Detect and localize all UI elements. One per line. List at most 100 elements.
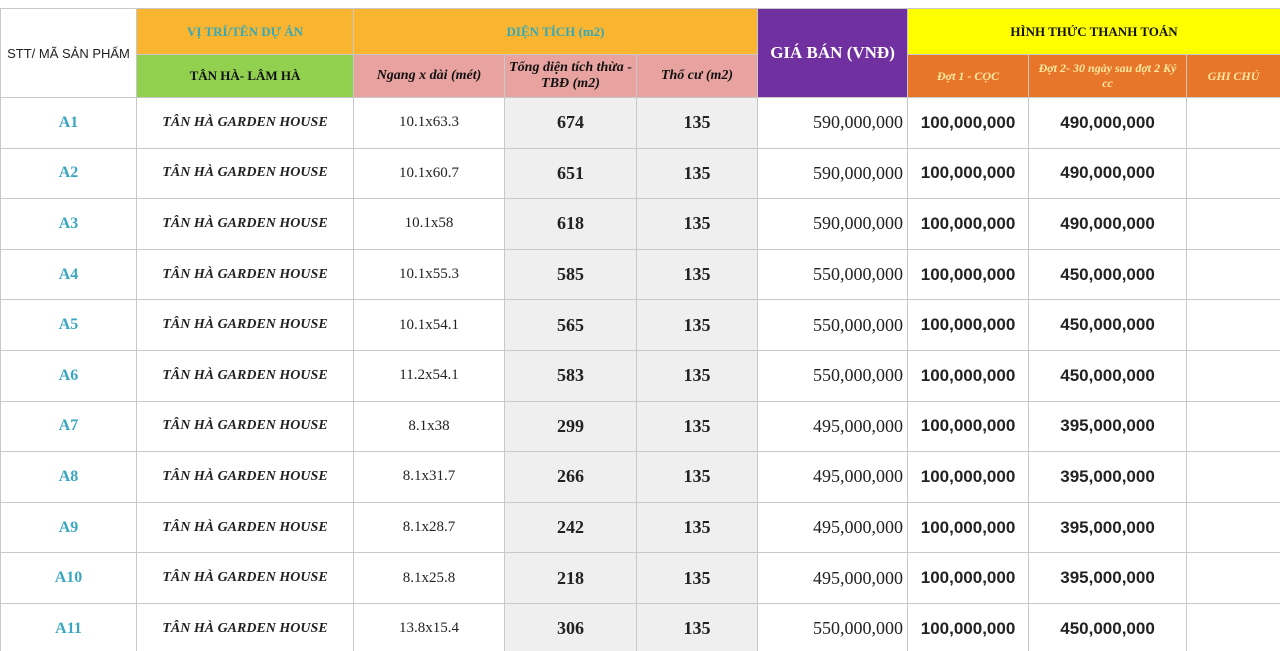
table-cell: 135: [635, 198, 759, 250]
table-row: A10 TÂN HÀ GARDEN HOUSE 8.1x25.8 218 135 495,…: [0, 552, 1280, 604]
table-row: A11 TÂN HÀ GARDEN HOUSE 13.8x15.4 306 135 550…: [0, 602, 1280, 651]
table-cell: 450,000,000: [1028, 602, 1188, 651]
note-cell: [1186, 602, 1280, 651]
table-cell: 590,000,000: [757, 198, 909, 250]
table-cell: TÂN HÀ GARDEN HOUSE: [136, 349, 354, 402]
table-cell: 135: [635, 501, 759, 554]
table-cell: A10: [0, 552, 137, 604]
table-cell: 10.1x58: [353, 198, 505, 250]
table-cell: 550,000,000: [757, 349, 909, 402]
table-cell: 495,000,000: [757, 400, 909, 453]
table-cell: A1: [0, 97, 137, 149]
table-cell: 495,000,000: [757, 501, 909, 554]
table-cell: A11: [0, 602, 137, 651]
header-cell: DIỆN TÍCH (m2): [352, 8, 759, 55]
table-cell: TÂN HÀ GARDEN HOUSE: [136, 602, 354, 651]
table-cell: 495,000,000: [757, 451, 909, 503]
note-cell: [1186, 97, 1280, 149]
table-cell: 490,000,000: [1028, 198, 1188, 250]
table-cell: 8.1x25.8: [353, 552, 505, 604]
header-cell: GHI CHÚ: [1186, 54, 1280, 98]
table-cell: TÂN HÀ GARDEN HOUSE: [136, 552, 354, 604]
table-cell: A6: [0, 349, 137, 402]
table-cell: A7: [0, 400, 137, 453]
table-cell: 651: [504, 147, 637, 200]
table-cell: 8.1x28.7: [353, 501, 505, 554]
table-cell: 100,000,000: [907, 602, 1030, 651]
table-cell: 100,000,000: [907, 451, 1030, 503]
table-cell: 10.1x54.1: [353, 299, 505, 351]
table-cell: 242: [504, 501, 637, 554]
table-cell: 11.2x54.1: [353, 349, 505, 402]
table-cell: 135: [635, 147, 759, 200]
header-cell: GIÁ BÁN (VNĐ): [757, 8, 909, 98]
table-cell: 266: [504, 451, 637, 503]
table-cell: 490,000,000: [1028, 147, 1188, 200]
table-cell: 565: [504, 299, 637, 351]
header-cell: Thổ cư (m2): [635, 54, 759, 98]
table-cell: 135: [635, 248, 759, 301]
table-cell: 450,000,000: [1028, 349, 1188, 402]
table-cell: 10.1x60.7: [353, 147, 505, 200]
table-cell: TÂN HÀ GARDEN HOUSE: [136, 451, 354, 503]
table-cell: 135: [635, 349, 759, 402]
table-cell: 135: [635, 97, 759, 149]
table-cell: A5: [0, 299, 137, 351]
table-cell: 299: [504, 400, 637, 453]
table-cell: 135: [635, 552, 759, 604]
table-cell: 395,000,000: [1028, 451, 1188, 503]
table-cell: A8: [0, 451, 137, 503]
header-cell: TÂN HÀ- LÂM HÀ: [136, 54, 354, 98]
table-cell: 100,000,000: [907, 552, 1030, 604]
note-cell: [1186, 248, 1280, 301]
header-cell: Đợt 1 - CỌC: [907, 54, 1030, 98]
table-row: A5 TÂN HÀ GARDEN HOUSE 10.1x54.1 565 135 550,…: [0, 299, 1280, 351]
table-cell: TÂN HÀ GARDEN HOUSE: [136, 501, 354, 554]
price-table: STT/ MÃ SẢN PHẨM VỊ TRÍ/TÊN DỰ ÁN DIỆN T…: [0, 8, 1280, 651]
table-cell: TÂN HÀ GARDEN HOUSE: [136, 198, 354, 250]
table-cell: 8.1x38: [353, 400, 505, 453]
table-cell: 135: [635, 602, 759, 651]
table-row: A8 TÂN HÀ GARDEN HOUSE 8.1x31.7 266 135 495,0…: [0, 451, 1280, 503]
table-cell: 450,000,000: [1028, 299, 1188, 351]
header-row: STT/ MÃ SẢN PHẨM VỊ TRÍ/TÊN DỰ ÁN DIỆN T…: [0, 8, 1280, 98]
table-cell: 8.1x31.7: [353, 451, 505, 503]
table-cell: 100,000,000: [907, 501, 1030, 554]
note-cell: [1186, 552, 1280, 604]
table-cell: 583: [504, 349, 637, 402]
note-cell: [1186, 451, 1280, 503]
table-cell: 590,000,000: [757, 97, 909, 149]
table-cell: 100,000,000: [907, 147, 1030, 200]
table-cell: TÂN HÀ GARDEN HOUSE: [136, 147, 354, 200]
table-cell: 100,000,000: [907, 248, 1030, 301]
table-row: A2 TÂN HÀ GARDEN HOUSE 10.1x60.7 651 135 590,…: [0, 147, 1280, 200]
table-cell: A3: [0, 198, 137, 250]
table-row: A3 TÂN HÀ GARDEN HOUSE 10.1x58 618 135 590,00…: [0, 198, 1280, 250]
header-row: TÂN HÀ- LÂM HÀ Ngang x dài (mét) Tổng di…: [1, 54, 1280, 98]
table-cell: 450,000,000: [1028, 248, 1188, 301]
note-cell: [1186, 198, 1280, 250]
header-cell: Tổng diện tích thừa - TBĐ (m2): [504, 54, 637, 98]
table-cell: A4: [0, 248, 137, 301]
table-cell: 618: [504, 198, 637, 250]
note-cell: [1186, 299, 1280, 351]
table-cell: 10.1x63.3: [353, 97, 505, 149]
header-cell: VỊ TRÍ/TÊN DỰ ÁN: [136, 8, 354, 55]
table-cell: 100,000,000: [907, 349, 1030, 402]
table-cell: 585: [504, 248, 637, 301]
table-row: A6 TÂN HÀ GARDEN HOUSE 11.2x54.1 583 135 550,…: [0, 349, 1280, 402]
table-cell: TÂN HÀ GARDEN HOUSE: [136, 299, 354, 351]
table-cell: 100,000,000: [907, 299, 1030, 351]
table-cell: 590,000,000: [757, 147, 909, 200]
table-cell: 100,000,000: [907, 97, 1030, 149]
note-cell: [1186, 349, 1280, 402]
table-cell: 550,000,000: [757, 602, 909, 651]
header-cell: HÌNH THỨC THANH TOÁN: [907, 8, 1280, 55]
table-cell: 395,000,000: [1028, 552, 1188, 604]
table-cell: 306: [504, 602, 637, 651]
table-cell: 100,000,000: [907, 400, 1030, 453]
note-cell: [1186, 501, 1280, 554]
table-cell: 100,000,000: [907, 198, 1030, 250]
table-cell: 495,000,000: [757, 552, 909, 604]
table-cell: 135: [635, 299, 759, 351]
